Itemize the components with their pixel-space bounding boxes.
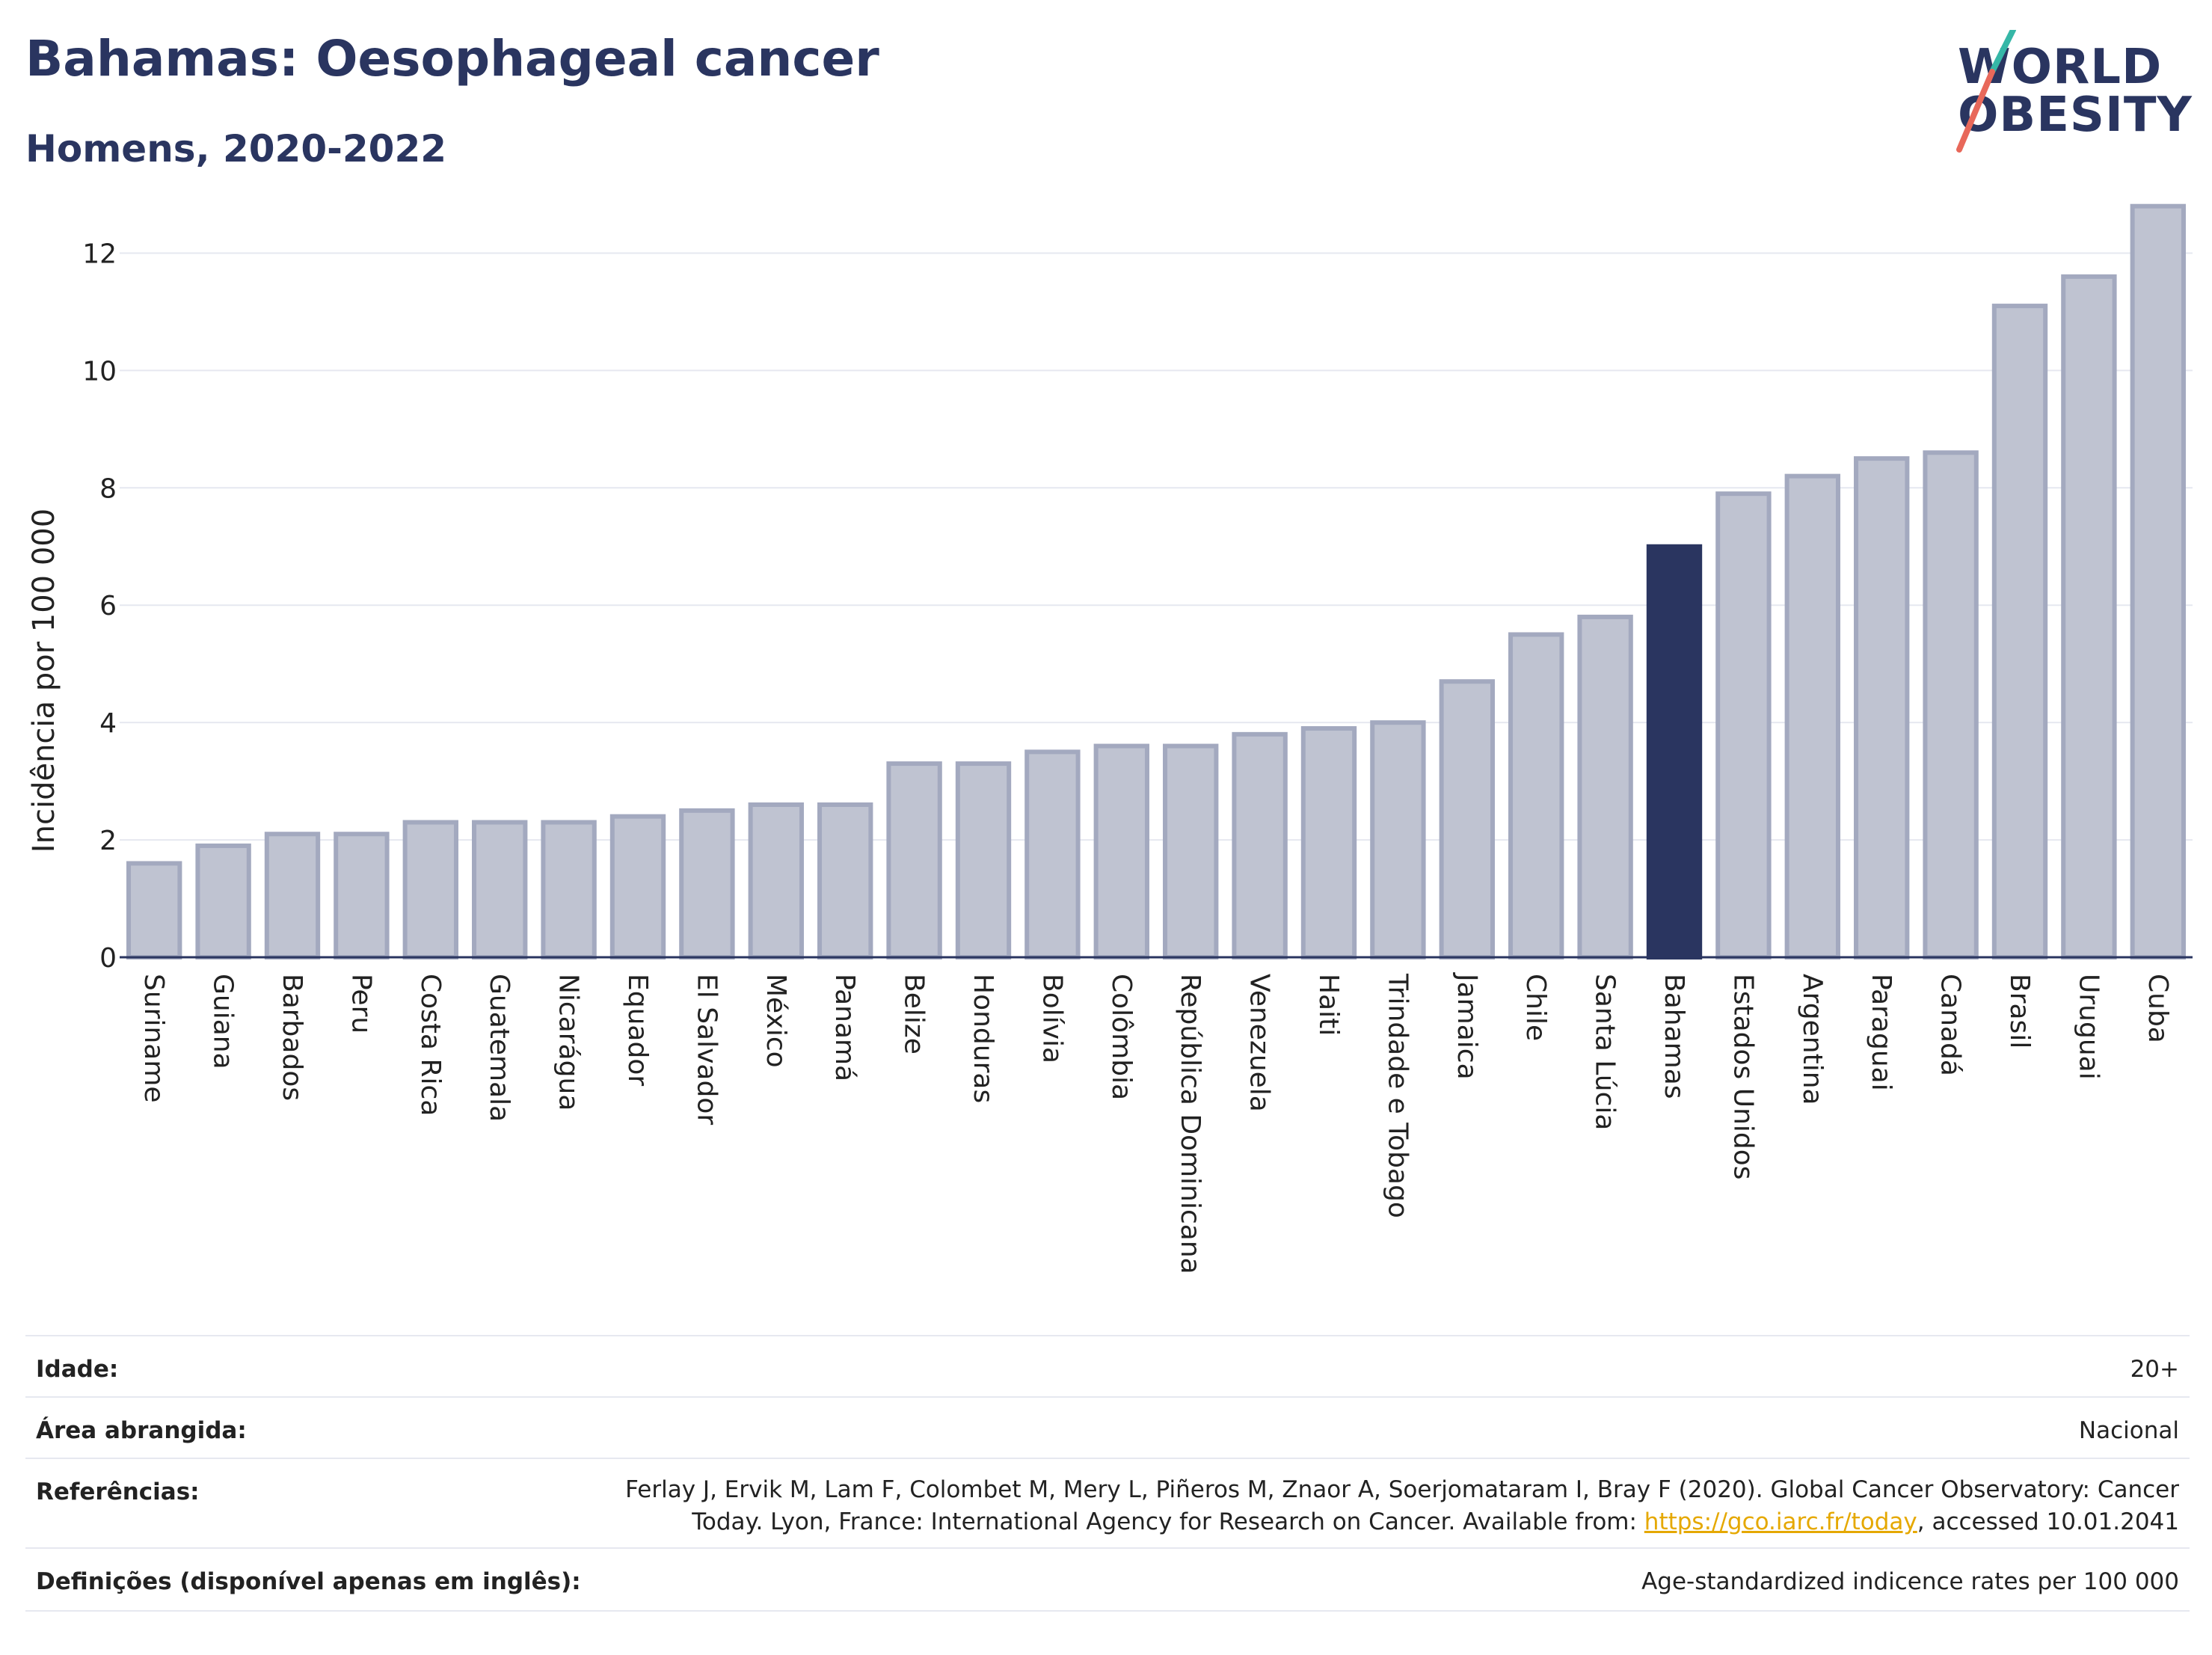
chart-title: Bahamas: Oesophageal cancer	[25, 30, 879, 87]
x-tick-label: Haiti	[1313, 974, 1344, 1036]
bar-chart: 0 2 4 6 8 10 12 Incidência por 100 000 Suriname G…	[27, 203, 2193, 1274]
bar	[1784, 473, 1840, 960]
x-tick-label: Chile	[1520, 974, 1551, 1041]
meta-row-age: Idade: 20+	[25, 1335, 2190, 1398]
bar	[402, 820, 458, 959]
x-tick-label: Nicarágua	[553, 974, 584, 1111]
area-value: Nacional	[2078, 1417, 2179, 1444]
bar	[541, 820, 597, 959]
y-tick-label: 12	[82, 239, 117, 269]
bar	[2061, 274, 2117, 960]
x-tick-label: Suriname	[138, 974, 169, 1103]
world-obesity-logo: WORLD OBESITY	[1944, 30, 2193, 157]
bar	[609, 814, 666, 960]
x-tick-label: Jamaica	[1451, 972, 1482, 1080]
x-tick-label: Estados Unidos	[1727, 974, 1758, 1180]
logo-line-2: OBESITY	[1958, 87, 2193, 143]
x-tick-label: Canadá	[1935, 974, 1966, 1076]
bar	[817, 802, 873, 959]
y-tick-label: 6	[99, 591, 117, 621]
references-line-2-text: Today. Lyon, France: International Agenc…	[692, 1508, 1644, 1535]
bar	[1232, 731, 1288, 959]
bar	[334, 832, 390, 959]
bar	[955, 761, 1012, 959]
x-tick-label: Brasil	[2004, 974, 2035, 1048]
x-tick-label: Guatemala	[484, 974, 514, 1122]
area-label: Área abrangida:	[36, 1417, 247, 1444]
references-link[interactable]: https://gco.iarc.fr/today	[1644, 1508, 1917, 1535]
x-tick-label: Costa Rica	[415, 974, 446, 1116]
bar	[679, 808, 735, 959]
x-tick-label: Colômbia	[1106, 974, 1137, 1100]
age-label: Idade:	[36, 1356, 119, 1383]
x-tick-label: Barbados	[277, 974, 307, 1101]
bar	[472, 820, 528, 959]
bar	[1370, 720, 1426, 960]
meta-row-definitions: Definições (disponível apenas em inglês)…	[25, 1547, 2190, 1612]
bar	[1439, 679, 1495, 959]
y-tick-label: 8	[99, 473, 117, 504]
bar	[2130, 203, 2186, 959]
bar	[1093, 743, 1149, 959]
x-tick-label: Panamá	[829, 974, 860, 1081]
y-tick-label: 2	[99, 826, 117, 856]
x-tick-label: Peru	[345, 974, 376, 1034]
x-tick-label: República Dominicana	[1175, 974, 1205, 1274]
references-line-2: Today. Lyon, France: International Agenc…	[534, 1506, 2179, 1538]
y-tick-label: 4	[99, 708, 117, 739]
x-tick-label: Paraguai	[1866, 974, 1896, 1091]
bar	[195, 843, 251, 960]
definitions-value: Age-standardized indicence rates per 100…	[1641, 1568, 2179, 1595]
x-tick-label: El Salvador	[691, 974, 722, 1125]
meta-row-area: Área abrangida: Nacional	[25, 1396, 2190, 1459]
x-tick-label: Santa Lúcia	[1590, 974, 1620, 1130]
bar	[1715, 491, 1772, 959]
references-label: Referências:	[36, 1479, 200, 1505]
bar	[1991, 304, 2048, 960]
meta-row-references: Referências: Ferlay J, Ervik M, Lam F, C…	[25, 1458, 2190, 1549]
bar	[1300, 726, 1357, 959]
x-tick-label: Trindade e Tobago	[1382, 973, 1413, 1218]
logo-slash-icon	[1956, 30, 2016, 153]
y-axis-label: Incidência por 100 000	[27, 509, 61, 853]
x-tick-label: Equador	[622, 974, 653, 1086]
bar	[1854, 456, 1910, 960]
age-value: 20+	[2130, 1356, 2179, 1383]
x-tick-label: Cuba	[2142, 974, 2173, 1043]
chart-subtitle: Homens, 2020-2022	[25, 127, 447, 171]
references-value: Ferlay J, Ervik M, Lam F, Colombet M, Me…	[534, 1474, 2179, 1538]
bar	[1646, 544, 1703, 959]
bar	[1508, 632, 1564, 959]
x-tick-label: Belize	[899, 974, 930, 1054]
y-tick-label: 0	[99, 943, 117, 974]
bar	[886, 761, 942, 959]
x-tick-label: Bahamas	[1659, 974, 1689, 1099]
x-tick-label: Bolívia	[1036, 974, 1067, 1063]
bar	[1163, 743, 1219, 959]
x-tick-label: Honduras	[968, 974, 998, 1103]
bar	[1024, 749, 1081, 960]
x-tick-label: Guiana	[208, 974, 239, 1069]
y-tick-label: 10	[82, 356, 117, 387]
definitions-label: Definições (disponível apenas em inglês)…	[36, 1568, 581, 1595]
x-tick-label: Uruguai	[2073, 974, 2104, 1080]
references-line-1: Ferlay J, Ervik M, Lam F, Colombet M, Me…	[625, 1476, 2179, 1503]
bar	[1923, 450, 1979, 959]
bar	[264, 832, 321, 959]
x-tick-label: México	[761, 974, 791, 1068]
bar	[748, 802, 804, 959]
x-tick-label: Venezuela	[1244, 974, 1275, 1112]
bar	[1577, 614, 1633, 960]
x-tick-label: Argentina	[1797, 974, 1828, 1105]
references-accessed: , accessed 10.01.2041	[1917, 1508, 2179, 1535]
bar	[126, 861, 182, 960]
